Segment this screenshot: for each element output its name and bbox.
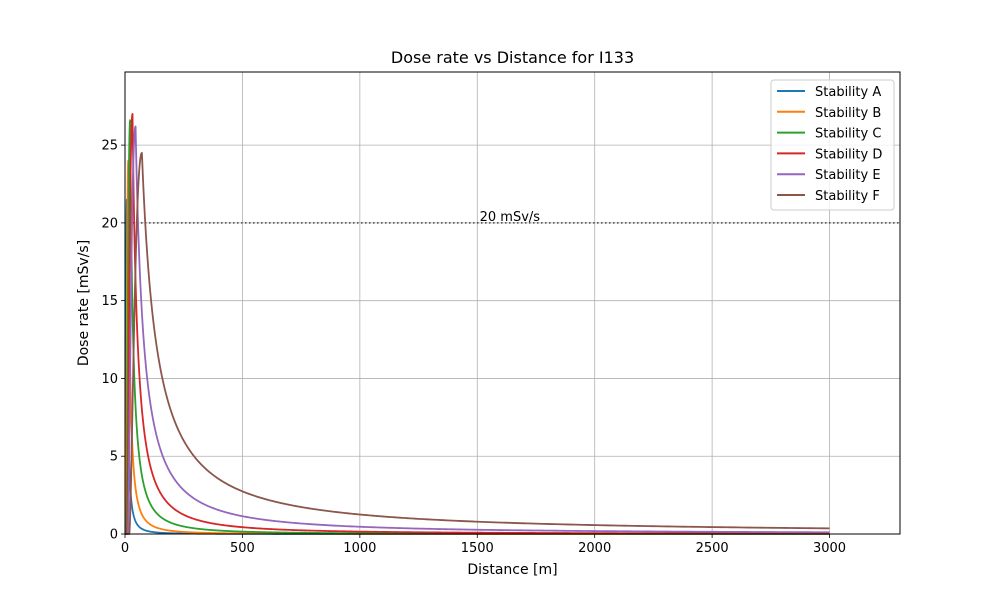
x-tick-label: 2500 bbox=[696, 541, 729, 556]
legend-label: Stability C bbox=[815, 127, 881, 142]
reference-line-group: 20 mSv/s bbox=[125, 210, 900, 225]
legend-label: Stability D bbox=[815, 147, 882, 162]
reference-line-label: 20 mSv/s bbox=[480, 210, 541, 225]
series-line-6 bbox=[125, 151, 830, 535]
legend-label: Stability B bbox=[815, 106, 881, 121]
chart-title: Dose rate vs Distance for I133 bbox=[391, 48, 634, 67]
y-tick-label: 25 bbox=[101, 139, 118, 154]
x-tick-label: 2000 bbox=[578, 541, 611, 556]
y-tick-label: 5 bbox=[110, 450, 118, 465]
x-tick-label: 1000 bbox=[343, 541, 376, 556]
x-axis-ticks: 0 500 1000 1500 2000 2500 3000 bbox=[121, 534, 846, 556]
x-tick-label: 500 bbox=[230, 541, 255, 556]
y-axis-ticks: 0 5 10 15 20 25 bbox=[101, 139, 125, 543]
legend-label: Stability E bbox=[815, 168, 881, 183]
series-line-4 bbox=[125, 113, 830, 535]
x-tick-label: 0 bbox=[121, 541, 129, 556]
x-tick-label: 3000 bbox=[813, 541, 846, 556]
legend-label: Stability A bbox=[815, 85, 881, 100]
legend: Stability A Stability B Stability C Stabili… bbox=[770, 79, 895, 211]
y-tick-label: 0 bbox=[110, 528, 118, 543]
y-tick-label: 20 bbox=[101, 216, 118, 231]
y-tick-label: 10 bbox=[101, 372, 118, 387]
x-tick-label: 1500 bbox=[461, 541, 494, 556]
plot-frame bbox=[124, 71, 901, 535]
legend-label: Stability F bbox=[815, 189, 880, 204]
y-tick-label: 15 bbox=[101, 294, 118, 309]
x-axis-label: Distance [m] bbox=[467, 562, 557, 578]
y-axis-label: Dose rate [mSv/s] bbox=[76, 240, 92, 366]
